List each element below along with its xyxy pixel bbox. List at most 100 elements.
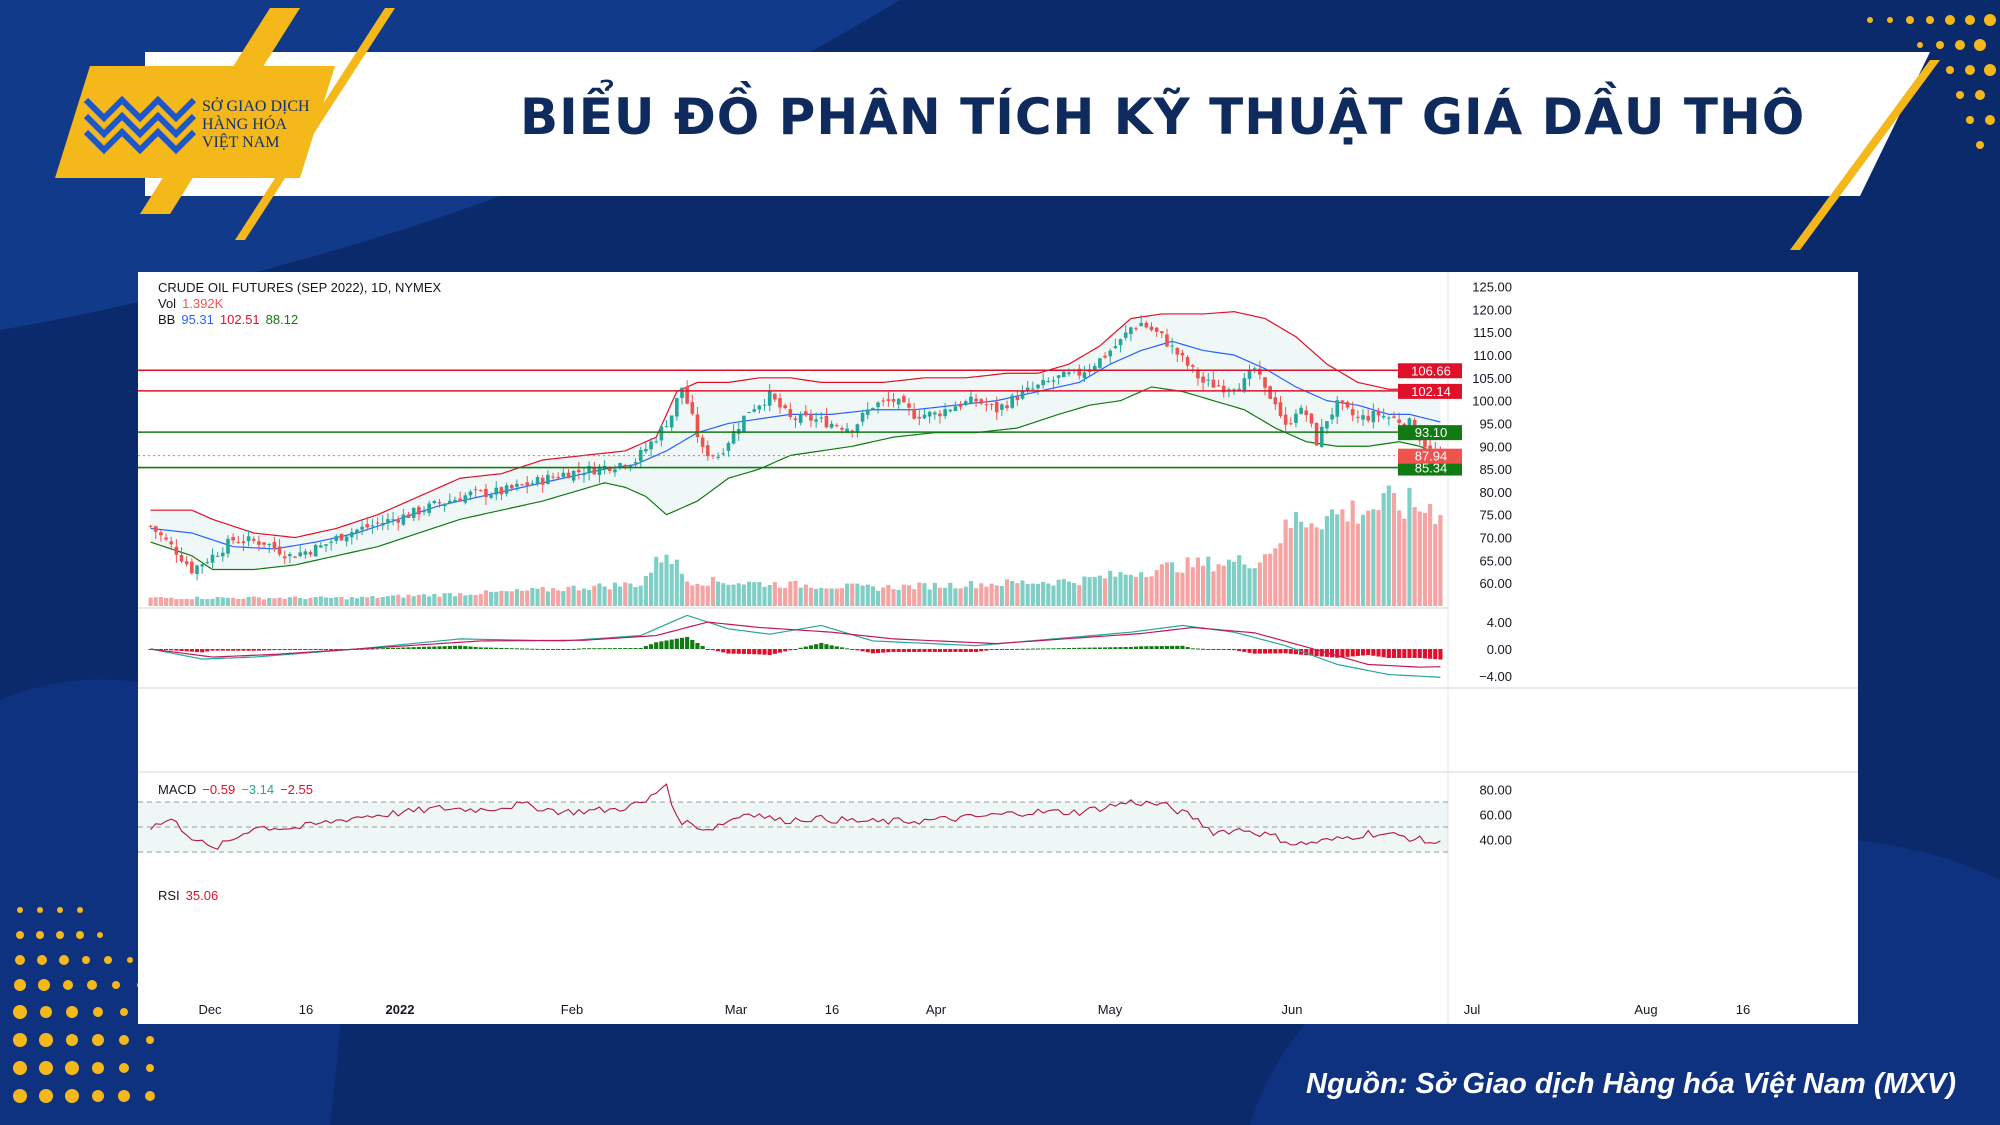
macd-histogram-bar: [519, 648, 525, 650]
macd-histogram-bar: [1231, 649, 1237, 651]
candle-body: [814, 419, 818, 422]
volume-bar: [612, 582, 617, 606]
macd-histogram-bar: [1366, 649, 1371, 656]
macd-histogram-bar: [798, 647, 803, 649]
volume-bar: [334, 597, 339, 606]
volume-bar: [380, 596, 385, 606]
price-tick-label: 95.00: [1479, 416, 1512, 431]
volume-bar: [1247, 568, 1252, 606]
candle-body: [1273, 397, 1278, 405]
macd-histogram-bar: [272, 649, 277, 651]
macd-histogram-bar: [1257, 649, 1262, 654]
candle-body: [1350, 408, 1355, 416]
volume-bar: [896, 589, 901, 606]
candle-body: [1206, 379, 1211, 381]
x-tick-label: 16: [1736, 1002, 1750, 1017]
candle-body: [427, 503, 431, 513]
candle-body: [1252, 368, 1257, 370]
volume-bar: [1056, 579, 1061, 606]
volume-bar: [772, 582, 777, 606]
macd-histogram-bar: [1010, 648, 1015, 650]
candle-body: [633, 462, 638, 464]
macd-histogram-bar: [421, 646, 427, 649]
volume-bar: [442, 593, 447, 606]
dot-pattern-left: [13, 907, 155, 1103]
macd-histogram-bar: [1072, 647, 1077, 649]
macd-histogram-bar: [1195, 648, 1200, 650]
volume-bar: [303, 599, 308, 606]
candle-body: [1082, 372, 1087, 379]
volume-bar: [819, 588, 824, 606]
macd-histogram-bar: [700, 645, 705, 649]
bb-mid-value: 95.31: [181, 312, 214, 327]
macd-histogram-bar: [292, 649, 298, 650]
macd-histogram-bar: [375, 648, 380, 650]
candle-body: [881, 400, 886, 402]
macd-histogram-bar: [1144, 646, 1149, 649]
candle-body: [902, 396, 906, 403]
macd-histogram-bar: [1216, 649, 1221, 650]
volume-bar: [989, 583, 994, 606]
candle-body: [386, 519, 390, 524]
candle-body: [1201, 376, 1205, 383]
volume-bar: [1371, 509, 1376, 606]
volume-bar: [530, 587, 535, 606]
level-tag-support: [1398, 460, 1462, 476]
volume-bar: [974, 588, 979, 606]
candle-body: [1237, 388, 1242, 391]
volume-bar: [241, 598, 246, 606]
volume-bar: [1319, 529, 1324, 606]
macd-histogram-bar: [783, 649, 788, 652]
macd-histogram-bar: [1293, 649, 1299, 655]
macd-histogram-bar: [298, 649, 303, 650]
macd-histogram-bar: [979, 649, 984, 652]
volume-bar: [685, 581, 690, 606]
candle-body: [468, 491, 473, 496]
volume-bar: [999, 585, 1004, 606]
candle-body: [1118, 339, 1123, 346]
macd-histogram-bar: [287, 649, 292, 650]
candle-body: [251, 538, 256, 541]
volume-bar: [189, 599, 194, 606]
candle-body: [891, 398, 896, 402]
volume-bar: [1376, 510, 1381, 606]
volume-bar: [845, 583, 850, 606]
candle-body: [215, 555, 220, 557]
macd-histogram-bar: [1304, 649, 1309, 656]
macd-histogram-bar: [489, 647, 494, 649]
rsi-value: 35.06: [185, 888, 219, 903]
candle-body: [690, 402, 695, 414]
volume-bar: [1035, 583, 1041, 606]
candle-body: [494, 487, 499, 495]
macd-label: MACD: [158, 782, 197, 797]
last-price-tag: [1398, 448, 1462, 464]
volume-bar: [850, 583, 855, 606]
volume-bar: [767, 585, 772, 606]
candle-body: [391, 519, 395, 521]
candle-body: [520, 484, 524, 486]
candle-body: [896, 398, 901, 405]
candle-body: [1423, 438, 1427, 448]
macd-histogram-bar: [1154, 646, 1159, 649]
volume-bar: [633, 586, 638, 606]
candle-body: [298, 552, 303, 557]
macd-histogram-bar: [1123, 647, 1128, 649]
candle-body: [1020, 390, 1025, 399]
volume-bar: [483, 590, 489, 606]
volume-bar: [1195, 557, 1200, 606]
volume-bar: [912, 589, 917, 606]
macd-histogram-bar: [1108, 647, 1113, 649]
volume-bar: [220, 597, 225, 606]
volume-bar: [1164, 562, 1170, 606]
candle-body: [184, 561, 189, 565]
macd-histogram-bar: [277, 649, 282, 651]
candle-body: [448, 500, 452, 504]
volume-bar: [514, 589, 519, 606]
volume-bar: [571, 585, 576, 606]
macd-histogram-bar: [1025, 648, 1030, 650]
volume-bar: [1144, 577, 1149, 606]
candle-body: [236, 541, 241, 543]
volume-bar: [576, 590, 581, 606]
title-banner: [55, 8, 1940, 250]
macd-histogram-bar: [194, 649, 200, 653]
